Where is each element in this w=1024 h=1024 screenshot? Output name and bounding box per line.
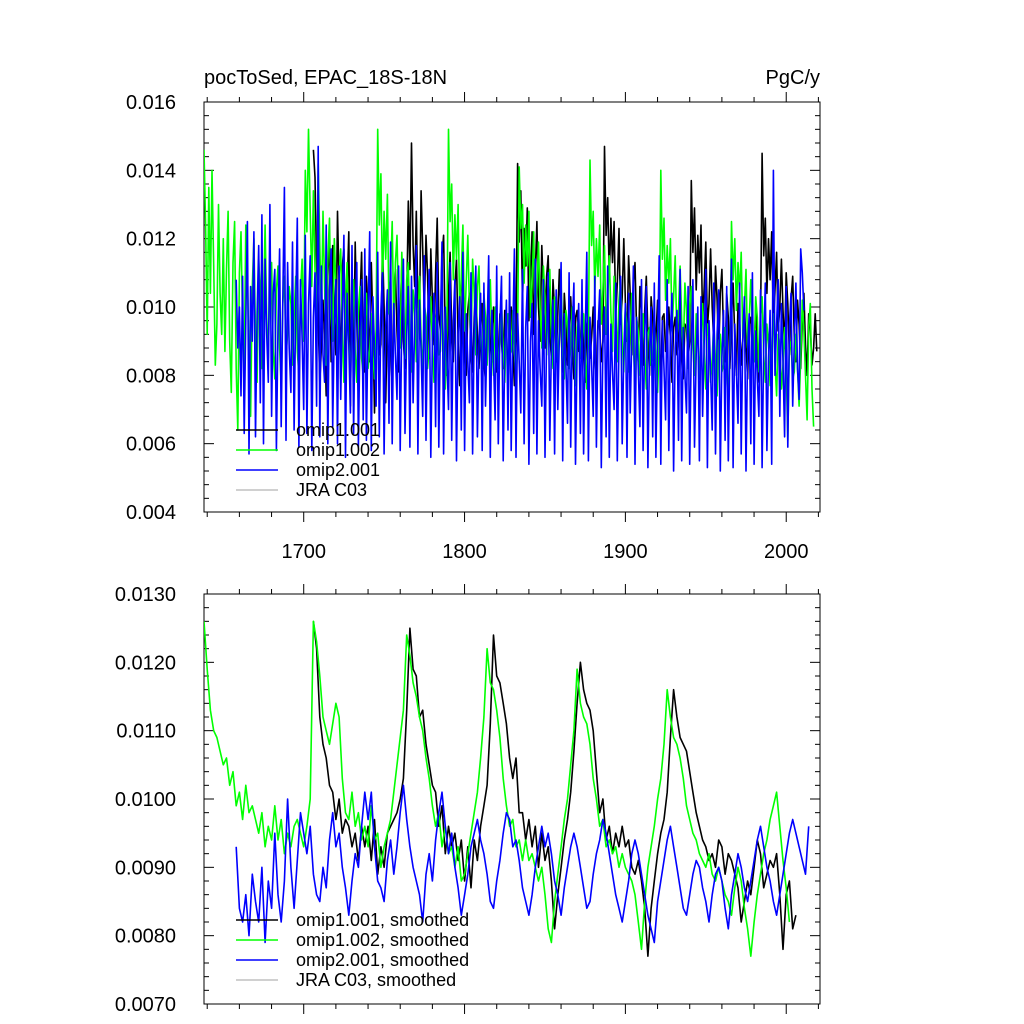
y-tick-label: 0.0130	[115, 584, 176, 606]
y-tick-label: 0.0080	[115, 926, 176, 948]
y-tick-label: 0.004	[126, 502, 176, 524]
y-tick-label: 0.0120	[115, 652, 176, 674]
bottom-panel: 0.0070 0.0080 0.0090 0.0100 0.0110 0.0120 0.01…	[115, 584, 821, 1016]
legend-label: omip2.001	[296, 460, 380, 480]
legend-label: omip2.001, smoothed	[296, 950, 469, 970]
y-tick-label: 0.014	[126, 160, 176, 182]
series-lines	[204, 620, 810, 958]
legend-label: omip1.001, smoothed	[296, 910, 469, 930]
series-lines	[204, 128, 818, 472]
axis-ticks: 0.0070 0.0080 0.0090 0.0100 0.0110 0.0120 0.01…	[115, 584, 820, 1016]
y-tick-label: 0.0100	[115, 789, 176, 811]
y-tick-label: 0.008	[126, 365, 176, 387]
x-tick-label: 2000	[764, 541, 809, 563]
y-tick-label: 0.016	[126, 92, 176, 114]
axis-ticks: 0.004 0.006 0.008 0.010 0.012 0.014 0.016 1700 1…	[126, 92, 820, 563]
legend-label: omip1.001	[296, 420, 380, 440]
series-line-2	[235, 784, 810, 944]
units-label: PgC/y	[766, 67, 820, 89]
y-tick-label: 0.0070	[115, 994, 176, 1016]
x-tick-label: 1800	[442, 541, 487, 563]
y-tick-label: 0.006	[126, 434, 176, 456]
y-tick-label: 0.012	[126, 229, 176, 251]
series-line-2	[235, 145, 805, 472]
x-tick-label: 1900	[603, 541, 648, 563]
legend-label: omip1.002	[296, 440, 380, 460]
y-tick-label: 0.0110	[116, 721, 176, 743]
y-tick-label: 0.010	[126, 297, 176, 319]
series-line-1	[204, 620, 791, 958]
legend-label: JRA C03, smoothed	[296, 970, 456, 990]
chart-title: pocToSed, EPAC_18S-18N	[204, 67, 447, 89]
y-tick-label: 0.0090	[115, 857, 176, 879]
x-tick-label: 1700	[281, 541, 326, 563]
top-panel: pocToSed, EPAC_18S-18N PgC/y 0.0040.0060…	[126, 67, 821, 563]
series-line-0	[312, 621, 797, 958]
legend-label: omip1.002, smoothed	[296, 930, 469, 950]
legend-label: JRA C03	[296, 480, 367, 500]
